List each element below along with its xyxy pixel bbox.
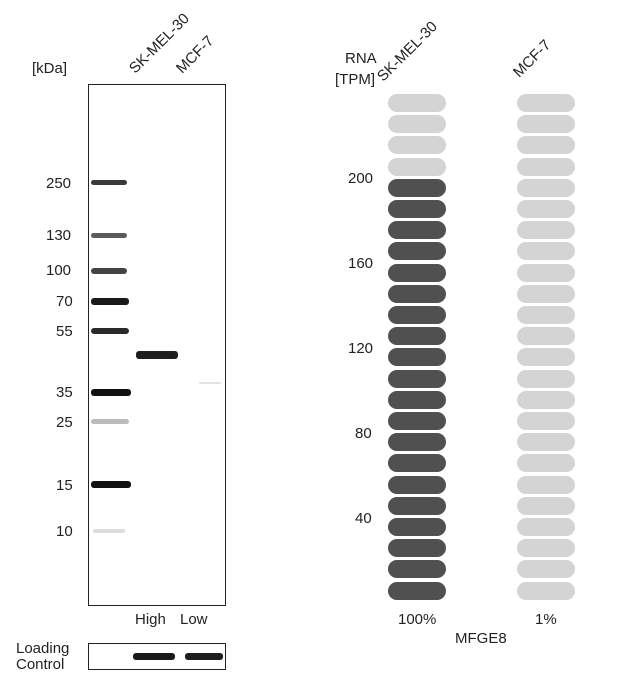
rna-column-sk-mel-30 xyxy=(388,94,446,604)
rna-pill xyxy=(388,539,446,558)
rna-pill xyxy=(517,390,575,409)
rna-pill xyxy=(517,369,575,388)
rna-pill xyxy=(517,560,575,579)
rna-pill xyxy=(388,136,446,155)
ladder-band xyxy=(91,298,129,305)
rna-pill xyxy=(388,496,446,515)
gene-name: MFGE8 xyxy=(455,630,507,647)
rna-tick-160: 160 xyxy=(348,255,374,272)
rna-pill xyxy=(388,284,446,303)
rna-pill xyxy=(517,327,575,346)
marker-label-25: 25 xyxy=(56,414,73,431)
rna-pill xyxy=(517,284,575,303)
rna-pill xyxy=(517,581,575,600)
rna-pill xyxy=(517,115,575,134)
rna-tick-80: 80 xyxy=(355,425,372,442)
rna-pill xyxy=(517,157,575,176)
marker-label-100: 100 xyxy=(46,262,72,279)
western-blot-image xyxy=(88,84,226,606)
rna-pill xyxy=(388,433,446,452)
rna-pill xyxy=(388,475,446,494)
sample-band-mcf-7 xyxy=(199,382,221,384)
rna-axis-label-line2: [TPM] xyxy=(335,71,375,88)
rna-pill xyxy=(517,496,575,515)
loading-band-1 xyxy=(133,653,175,660)
loading-control-image xyxy=(88,643,226,670)
marker-label-250: 250 xyxy=(46,175,72,192)
ladder-band xyxy=(91,180,127,185)
marker-label-55: 55 xyxy=(56,323,73,340)
rna-pill xyxy=(517,518,575,536)
rna-column-label-1: SK-MEL-30 xyxy=(373,18,441,86)
loading-control-label-line1: Loading xyxy=(16,640,70,657)
rna-pill xyxy=(388,157,446,176)
rna-pill xyxy=(388,581,446,600)
ladder-band xyxy=(91,328,129,334)
ladder-band xyxy=(91,419,129,424)
rna-pill xyxy=(517,221,575,240)
rna-pill xyxy=(517,242,575,261)
loading-band-2 xyxy=(185,653,223,660)
lane-level-low: Low xyxy=(180,611,208,628)
rna-pill xyxy=(388,327,446,346)
marker-label-10: 10 xyxy=(56,523,73,540)
ladder-band xyxy=(93,529,125,533)
marker-label-15: 15 xyxy=(56,477,73,494)
marker-label-130: 130 xyxy=(46,227,72,244)
rna-pill xyxy=(517,263,575,282)
rna-pill xyxy=(388,412,446,430)
kda-unit-label: [kDa] xyxy=(32,60,68,77)
rna-pill xyxy=(517,454,575,473)
rna-pill xyxy=(388,94,446,112)
ladder-band xyxy=(91,481,131,488)
rna-tick-120: 120 xyxy=(348,340,374,357)
rna-pill xyxy=(388,369,446,388)
ladder-band xyxy=(91,389,131,396)
rna-pill xyxy=(388,306,446,324)
rna-tick-40: 40 xyxy=(355,510,372,527)
rna-pill xyxy=(517,136,575,155)
rna-pill xyxy=(388,518,446,536)
rna-pill xyxy=(517,433,575,452)
rna-pill xyxy=(517,178,575,197)
rna-pill xyxy=(517,200,575,218)
rna-percent-sk-mel-30: 100% xyxy=(398,611,437,628)
marker-label-35: 35 xyxy=(56,384,73,401)
rna-tick-200: 200 xyxy=(348,170,374,187)
rna-axis-label-line1: RNA xyxy=(345,50,377,67)
rna-pill xyxy=(388,200,446,218)
rna-pill xyxy=(388,390,446,409)
rna-pill xyxy=(517,539,575,558)
sample-band-sk-mel-30 xyxy=(136,351,178,359)
loading-control-label-line2: Control xyxy=(16,656,65,673)
rna-column-mcf-7 xyxy=(517,94,575,604)
marker-label-70: 70 xyxy=(56,293,73,310)
blot-lane-label-2: MCF-7 xyxy=(172,32,218,77)
rna-pill xyxy=(388,454,446,473)
rna-pill xyxy=(388,221,446,240)
rna-column-label-2: MCF-7 xyxy=(509,36,555,81)
rna-pill xyxy=(388,178,446,197)
rna-pill xyxy=(517,348,575,367)
rna-pill xyxy=(517,306,575,324)
rna-pill xyxy=(517,412,575,430)
rna-pill xyxy=(388,242,446,261)
ladder-band xyxy=(91,233,127,238)
rna-pill xyxy=(517,475,575,494)
rna-pill xyxy=(388,115,446,134)
rna-pill xyxy=(388,263,446,282)
ladder-band xyxy=(91,268,127,274)
lane-level-high: High xyxy=(135,611,166,628)
rna-pill xyxy=(388,560,446,579)
rna-percent-mcf-7: 1% xyxy=(535,611,557,628)
rna-pill xyxy=(388,348,446,367)
rna-pill xyxy=(517,94,575,112)
